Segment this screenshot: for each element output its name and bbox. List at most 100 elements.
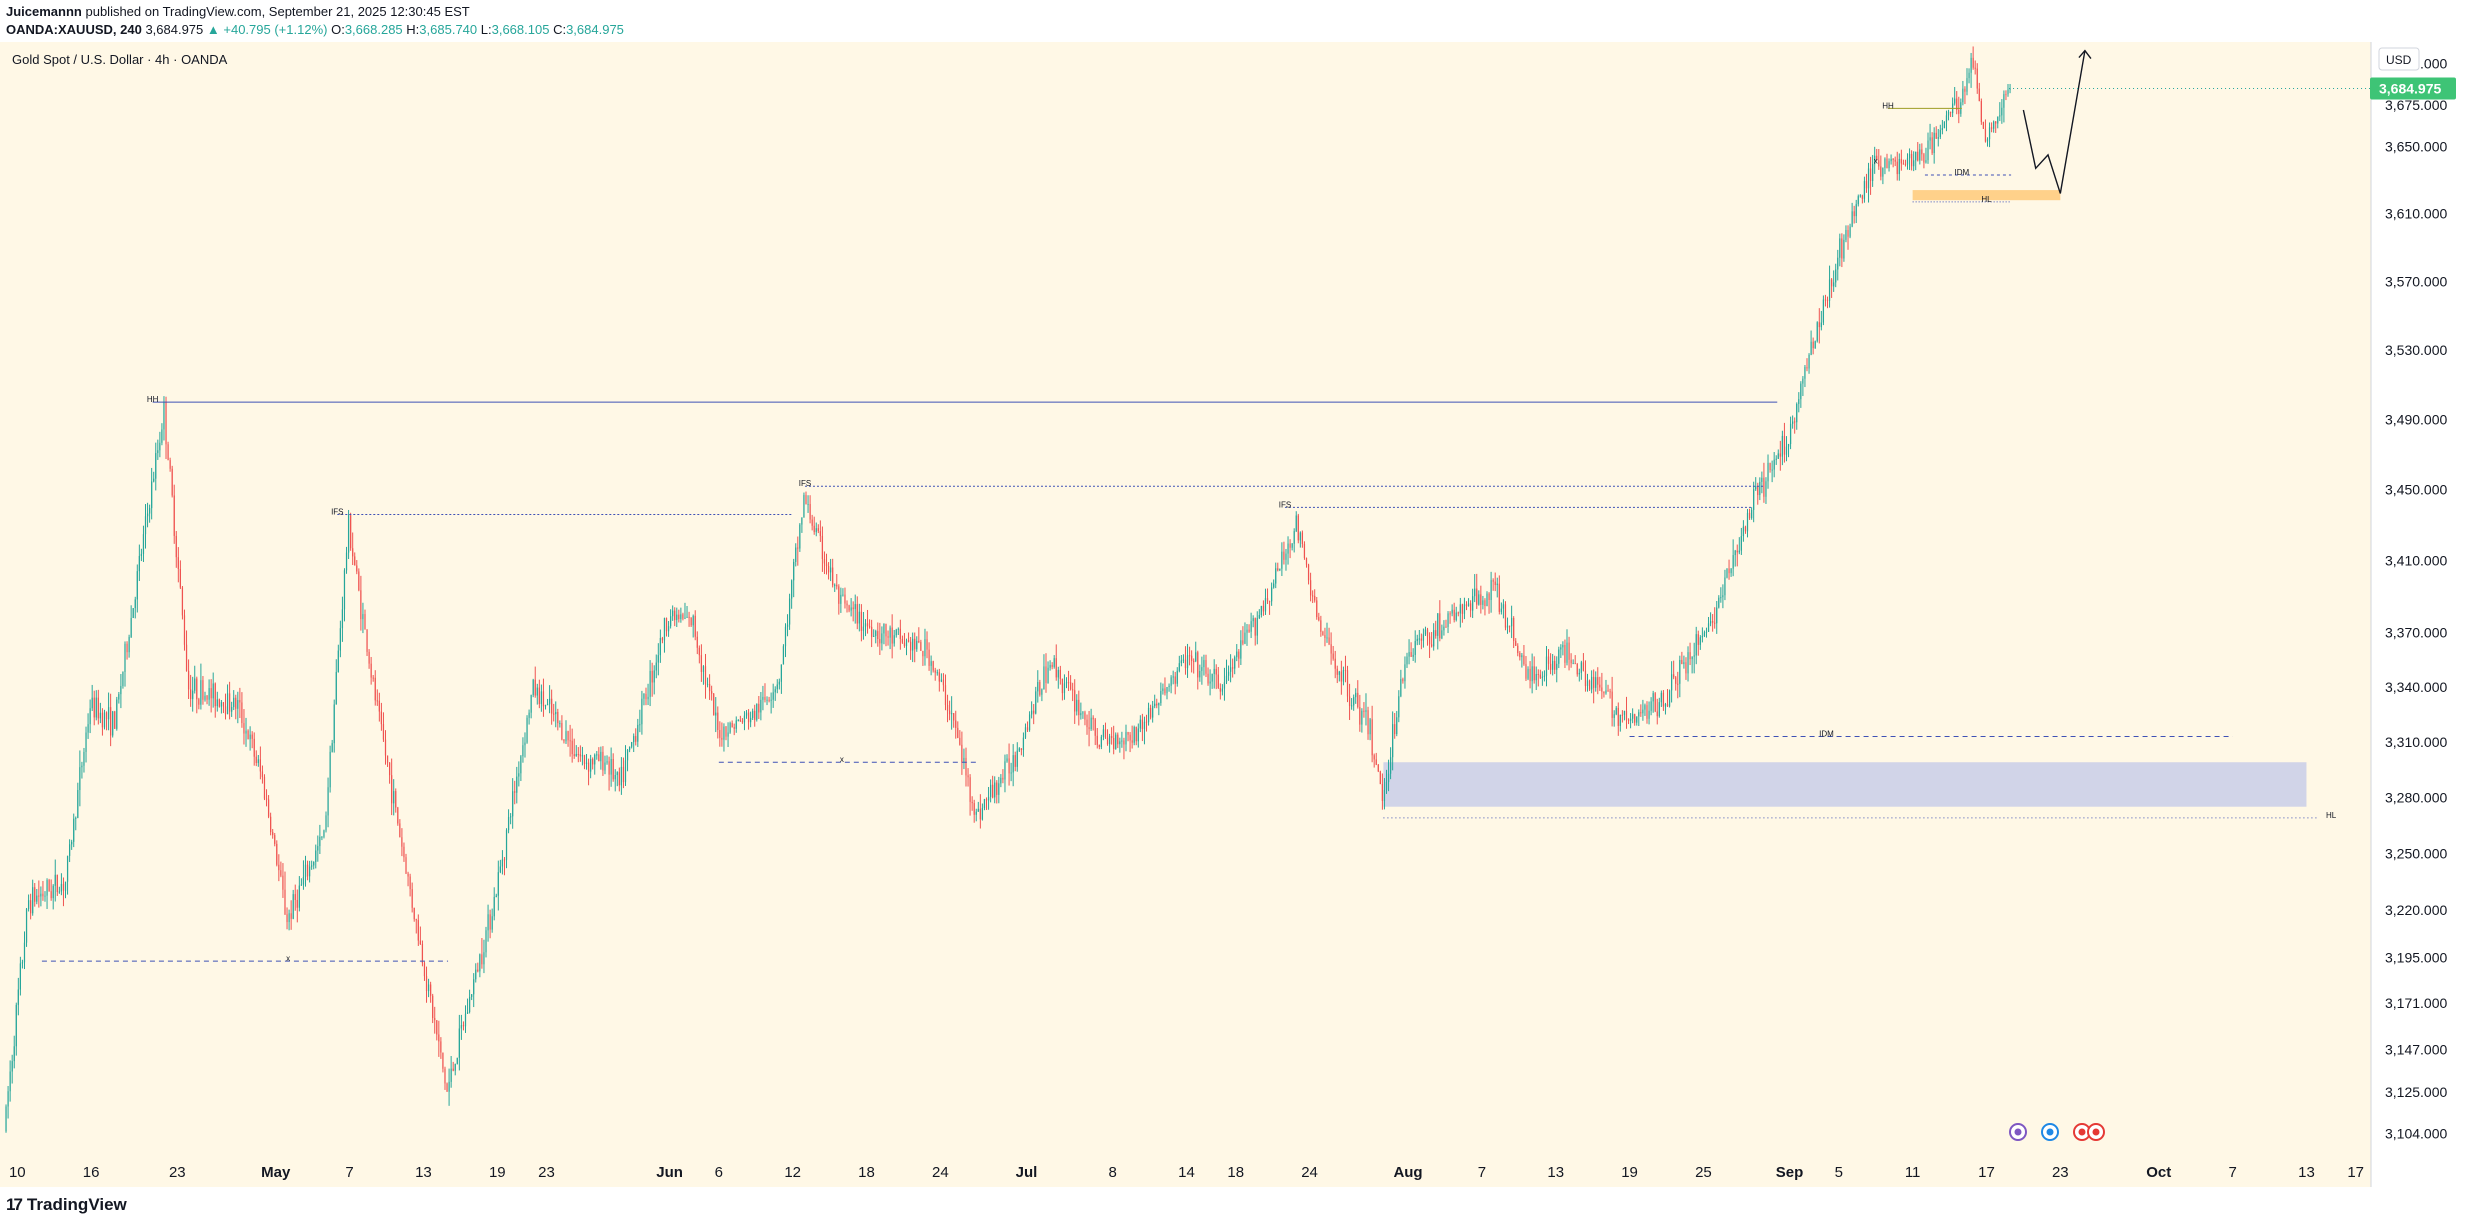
candle-body (1976, 68, 1978, 89)
x-tick-label: Sep (1776, 1164, 1804, 1181)
candle-body (1299, 532, 1301, 541)
candle-body (278, 864, 280, 871)
candle-body (153, 478, 155, 482)
chart-footer: 17 TradingView (0, 1192, 2469, 1218)
low-value: 3,668.105 (491, 22, 550, 37)
candle-body (1931, 137, 1933, 154)
candle-body (1229, 667, 1232, 672)
candle-body (682, 614, 684, 619)
candle-body (881, 633, 883, 644)
x-tick-label: 17 (2347, 1164, 2364, 1181)
candle-body (1757, 486, 1759, 496)
x-tick-label: 5 (1835, 1164, 1843, 1181)
candle-body (1291, 543, 1293, 548)
candle-body (263, 777, 266, 799)
candle-body (204, 695, 206, 700)
candle-body (1798, 399, 1800, 404)
us-flag-icon-dot (2078, 1128, 2086, 1136)
candle-body (198, 699, 200, 705)
candle-body (628, 746, 631, 751)
candle-body (813, 525, 815, 533)
candle-body (530, 695, 532, 713)
candle-body (1804, 367, 1806, 379)
candle-body (1439, 613, 1441, 639)
candle-body (288, 913, 290, 923)
x-tick-label: 23 (169, 1164, 186, 1181)
candle-body (1078, 699, 1080, 716)
candle-body (842, 594, 844, 596)
candle-body (637, 724, 639, 742)
candle-body (1685, 662, 1687, 674)
candle-body (1271, 587, 1273, 602)
candle-body (1028, 714, 1031, 731)
y-tick-label: 3,490.000 (2385, 412, 2447, 428)
chart-frame[interactable]: Gold Spot / U.S. Dollar · 4h · OANDA 3,10… (0, 42, 2469, 1192)
candle-body (1980, 101, 1982, 122)
candle-body (1301, 532, 1304, 544)
candle-body (1459, 604, 1461, 614)
candle-body (421, 944, 424, 964)
candle-body (1814, 341, 1816, 349)
candle-body (257, 759, 259, 764)
candle-body (1158, 703, 1160, 706)
candle-body (1465, 604, 1468, 607)
candle-body (220, 702, 223, 707)
candle-body (1705, 631, 1708, 633)
candle-body (838, 586, 840, 604)
candle-body (676, 614, 678, 621)
author-name[interactable]: Juicemannn (6, 4, 82, 19)
candle-body (120, 686, 122, 695)
candle-body (1750, 509, 1753, 519)
candle-body (103, 712, 106, 728)
price-axis-background (2371, 42, 2469, 1192)
candle-body (1736, 550, 1738, 553)
candle-body (1047, 667, 1049, 683)
candle-body (73, 818, 75, 842)
candle-body (9, 1071, 11, 1092)
candle-body (1227, 671, 1230, 676)
candle-body (670, 616, 672, 627)
candle-body (944, 685, 947, 705)
candle-body (181, 587, 184, 616)
candle-body (620, 766, 623, 786)
candle-body (651, 670, 653, 683)
candle-body (343, 570, 346, 610)
candle-body (1340, 671, 1342, 682)
y-tick-label: 3,340.000 (2385, 679, 2447, 695)
candle-body (868, 626, 871, 628)
candle-body (1065, 682, 1068, 684)
symbol-label[interactable]: OANDA:XAUUSD, 240 (6, 22, 142, 37)
candle-body (1502, 604, 1505, 609)
candle-body (559, 723, 561, 725)
x-tick-label: 8 (1108, 1164, 1116, 1181)
candle-body (1115, 734, 1117, 749)
candle-body (1607, 690, 1609, 692)
candle-body (1433, 630, 1435, 647)
candle-body (571, 740, 573, 755)
candle-body (791, 580, 793, 599)
candle-body (799, 524, 801, 549)
candle-body (218, 699, 220, 707)
candle-body (384, 739, 387, 756)
candle-body (1730, 568, 1732, 574)
candle-body (354, 556, 356, 566)
candle-body (1119, 741, 1121, 745)
candle-body (83, 751, 85, 766)
candle-body (1394, 724, 1396, 735)
candle-body (1400, 679, 1402, 697)
candle-body (1053, 658, 1055, 667)
y-tick-label: 3,280.000 (2385, 789, 2447, 805)
candle-body (374, 677, 376, 701)
price-chart[interactable]: Gold Spot / U.S. Dollar · 4h · OANDA 3,10… (0, 42, 2469, 1192)
candle-body (1513, 617, 1515, 641)
candle-body (1100, 736, 1102, 748)
candle-body (56, 874, 58, 893)
candle-body (858, 611, 860, 624)
candle-body (639, 724, 641, 726)
tradingview-logo[interactable]: 17 TradingView (6, 1195, 127, 1215)
candle-body (272, 832, 274, 836)
candle-body (778, 681, 780, 685)
y-tick-label: 3,650.000 (2385, 139, 2447, 155)
candle-body (946, 704, 949, 711)
candle-body (754, 710, 756, 720)
